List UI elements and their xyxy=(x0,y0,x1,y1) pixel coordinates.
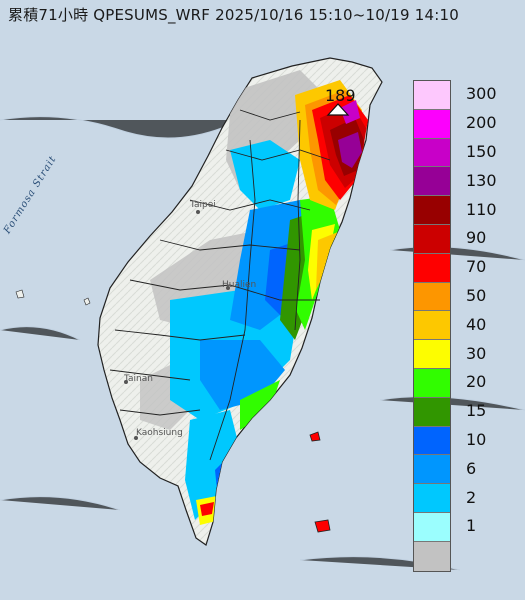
legend-label: 50 xyxy=(466,286,487,305)
legend-label: 20 xyxy=(466,372,487,392)
legend-swatch xyxy=(414,138,450,168)
taipei-dot xyxy=(196,210,200,214)
legend-label: 130 xyxy=(466,170,497,190)
legend-swatch xyxy=(414,541,450,571)
penghu-islet-2 xyxy=(15,289,25,299)
legend-swatch xyxy=(414,426,450,456)
city-label-taipei: Taipei xyxy=(190,200,216,210)
city-label-hualien: Hualien xyxy=(222,280,257,290)
legend-swatch xyxy=(414,455,450,485)
legend-label: 110 xyxy=(466,199,497,219)
orchid-island xyxy=(314,519,331,533)
penghu-islet-1 xyxy=(83,297,91,306)
legend-swatch xyxy=(414,224,450,254)
hualien-dot xyxy=(226,286,230,290)
legend-swatch xyxy=(414,397,450,427)
legend-swatch xyxy=(414,109,450,139)
legend-label: 6 xyxy=(466,458,477,478)
legend-label: 1 xyxy=(466,516,477,536)
legend-swatch xyxy=(414,512,450,542)
legend-swatch xyxy=(414,253,450,283)
legend-label: 10 xyxy=(466,430,487,449)
tainan-dot xyxy=(124,380,128,384)
legend-label: 40 xyxy=(466,314,487,334)
legend-swatch xyxy=(414,81,450,110)
legend-swatch xyxy=(414,282,450,312)
city-label-kaohsiung: Kaohsiung xyxy=(136,428,183,438)
legend-label: 150 xyxy=(466,142,497,161)
legend-swatch xyxy=(414,484,450,513)
county-boundaries xyxy=(109,109,331,461)
green-island xyxy=(309,431,321,442)
max-value-label: 189 xyxy=(325,86,356,105)
max-marker-icon xyxy=(326,103,350,116)
legend-swatch xyxy=(414,311,450,341)
legend-label: 70 xyxy=(466,257,487,277)
legend-label: 300 xyxy=(466,84,497,104)
legend-swatch xyxy=(414,368,450,398)
legend-label: 90 xyxy=(466,228,487,248)
legend-swatch xyxy=(414,167,450,197)
map-title: 累積71小時 QPESUMS_WRF 2025/10/16 15:10~10/1… xyxy=(8,6,459,24)
legend-label: 2 xyxy=(466,487,477,507)
legend-label: 200 xyxy=(466,113,497,133)
legend-swatch xyxy=(414,340,450,369)
kaohsiung-dot xyxy=(134,436,138,440)
legend-swatch xyxy=(414,196,450,225)
legend-label: 30 xyxy=(466,343,487,363)
color-legend xyxy=(413,80,451,572)
legend-label: 15 xyxy=(466,401,487,421)
city-label-tainan: Tainan xyxy=(124,374,153,384)
